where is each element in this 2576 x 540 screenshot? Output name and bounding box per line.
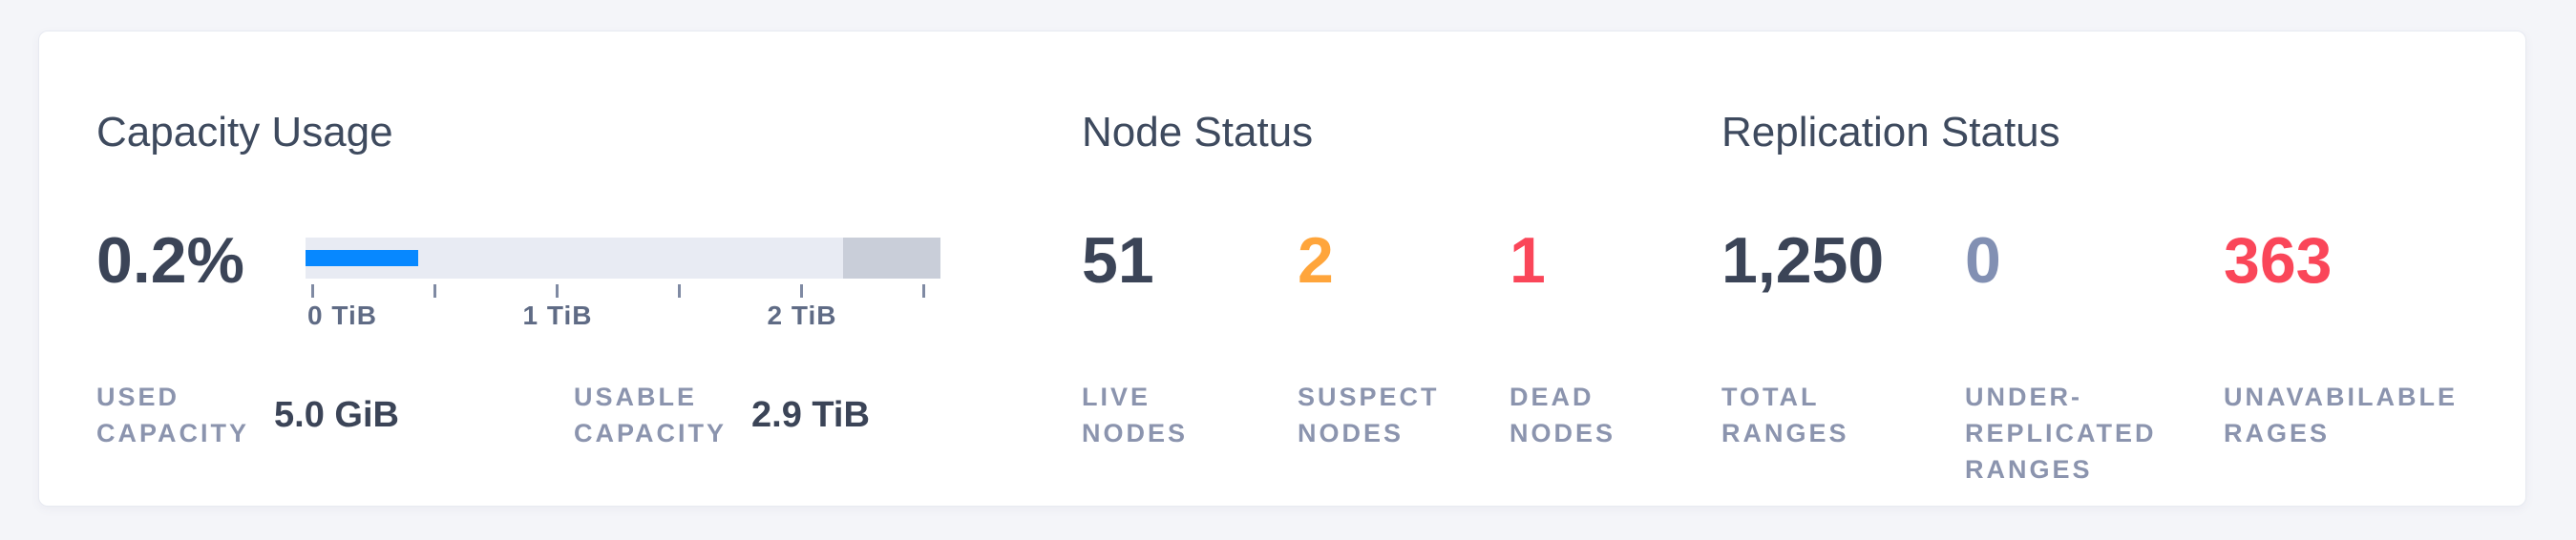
- axis-tick: [800, 284, 803, 298]
- dead-nodes-label: DEAD NODES: [1510, 383, 1616, 447]
- total-ranges-value: 1,250: [1721, 224, 1885, 297]
- axis-tick: [311, 284, 314, 298]
- dead-nodes-value: 1: [1510, 224, 1546, 297]
- under-replicated-ranges-value: 0: [1965, 224, 2001, 297]
- capacity-bar-chart: 0 TiB 1 TiB 2 TiB: [306, 238, 940, 330]
- used-capacity-stat: USED CAPACITY 5.0 GiB: [96, 379, 399, 451]
- capacity-bar-reserved-segment: [843, 238, 940, 279]
- axis-tick-label-1tib: 1 TiB: [522, 301, 593, 330]
- cluster-summary-card: Capacity Usage 0.2% 0 TiB 1 TiB 2 TiB US…: [38, 31, 2526, 507]
- unavailable-ranges-label: UNAVABILABLE RAGES: [2224, 383, 2458, 447]
- node-status-title: Node Status: [1082, 109, 1314, 156]
- capacity-used-percent: 0.2%: [96, 224, 244, 297]
- unavailable-ranges-value: 363: [2224, 224, 2333, 297]
- axis-tick: [678, 284, 681, 298]
- axis-tick: [556, 284, 559, 298]
- live-nodes-label: LIVE NODES: [1082, 383, 1189, 447]
- usable-capacity-value: 2.9 TiB: [751, 394, 870, 435]
- used-capacity-value: 5.0 GiB: [274, 394, 399, 435]
- axis-tick-label-0tib: 0 TiB: [307, 301, 377, 330]
- total-ranges-label: TOTAL RANGES: [1721, 383, 1849, 447]
- axis-tick-label-2tib: 2 TiB: [767, 301, 837, 330]
- axis-tick: [433, 284, 436, 298]
- suspect-nodes-value: 2: [1298, 224, 1334, 297]
- live-nodes-value: 51: [1082, 224, 1154, 297]
- axis-tick: [922, 284, 925, 298]
- capacity-usage-title: Capacity Usage: [96, 109, 393, 156]
- usable-capacity-stat: USABLE CAPACITY 2.9 TiB: [574, 379, 870, 451]
- suspect-nodes-label: SUSPECT NODES: [1298, 383, 1440, 447]
- under-replicated-ranges-label: UNDER- REPLICATED RANGES: [1965, 383, 2157, 484]
- usable-capacity-label: USABLE CAPACITY: [574, 383, 728, 447]
- capacity-bar-fill: [306, 250, 418, 266]
- replication-status-title: Replication Status: [1721, 109, 2060, 156]
- used-capacity-label: USED CAPACITY: [96, 383, 250, 447]
